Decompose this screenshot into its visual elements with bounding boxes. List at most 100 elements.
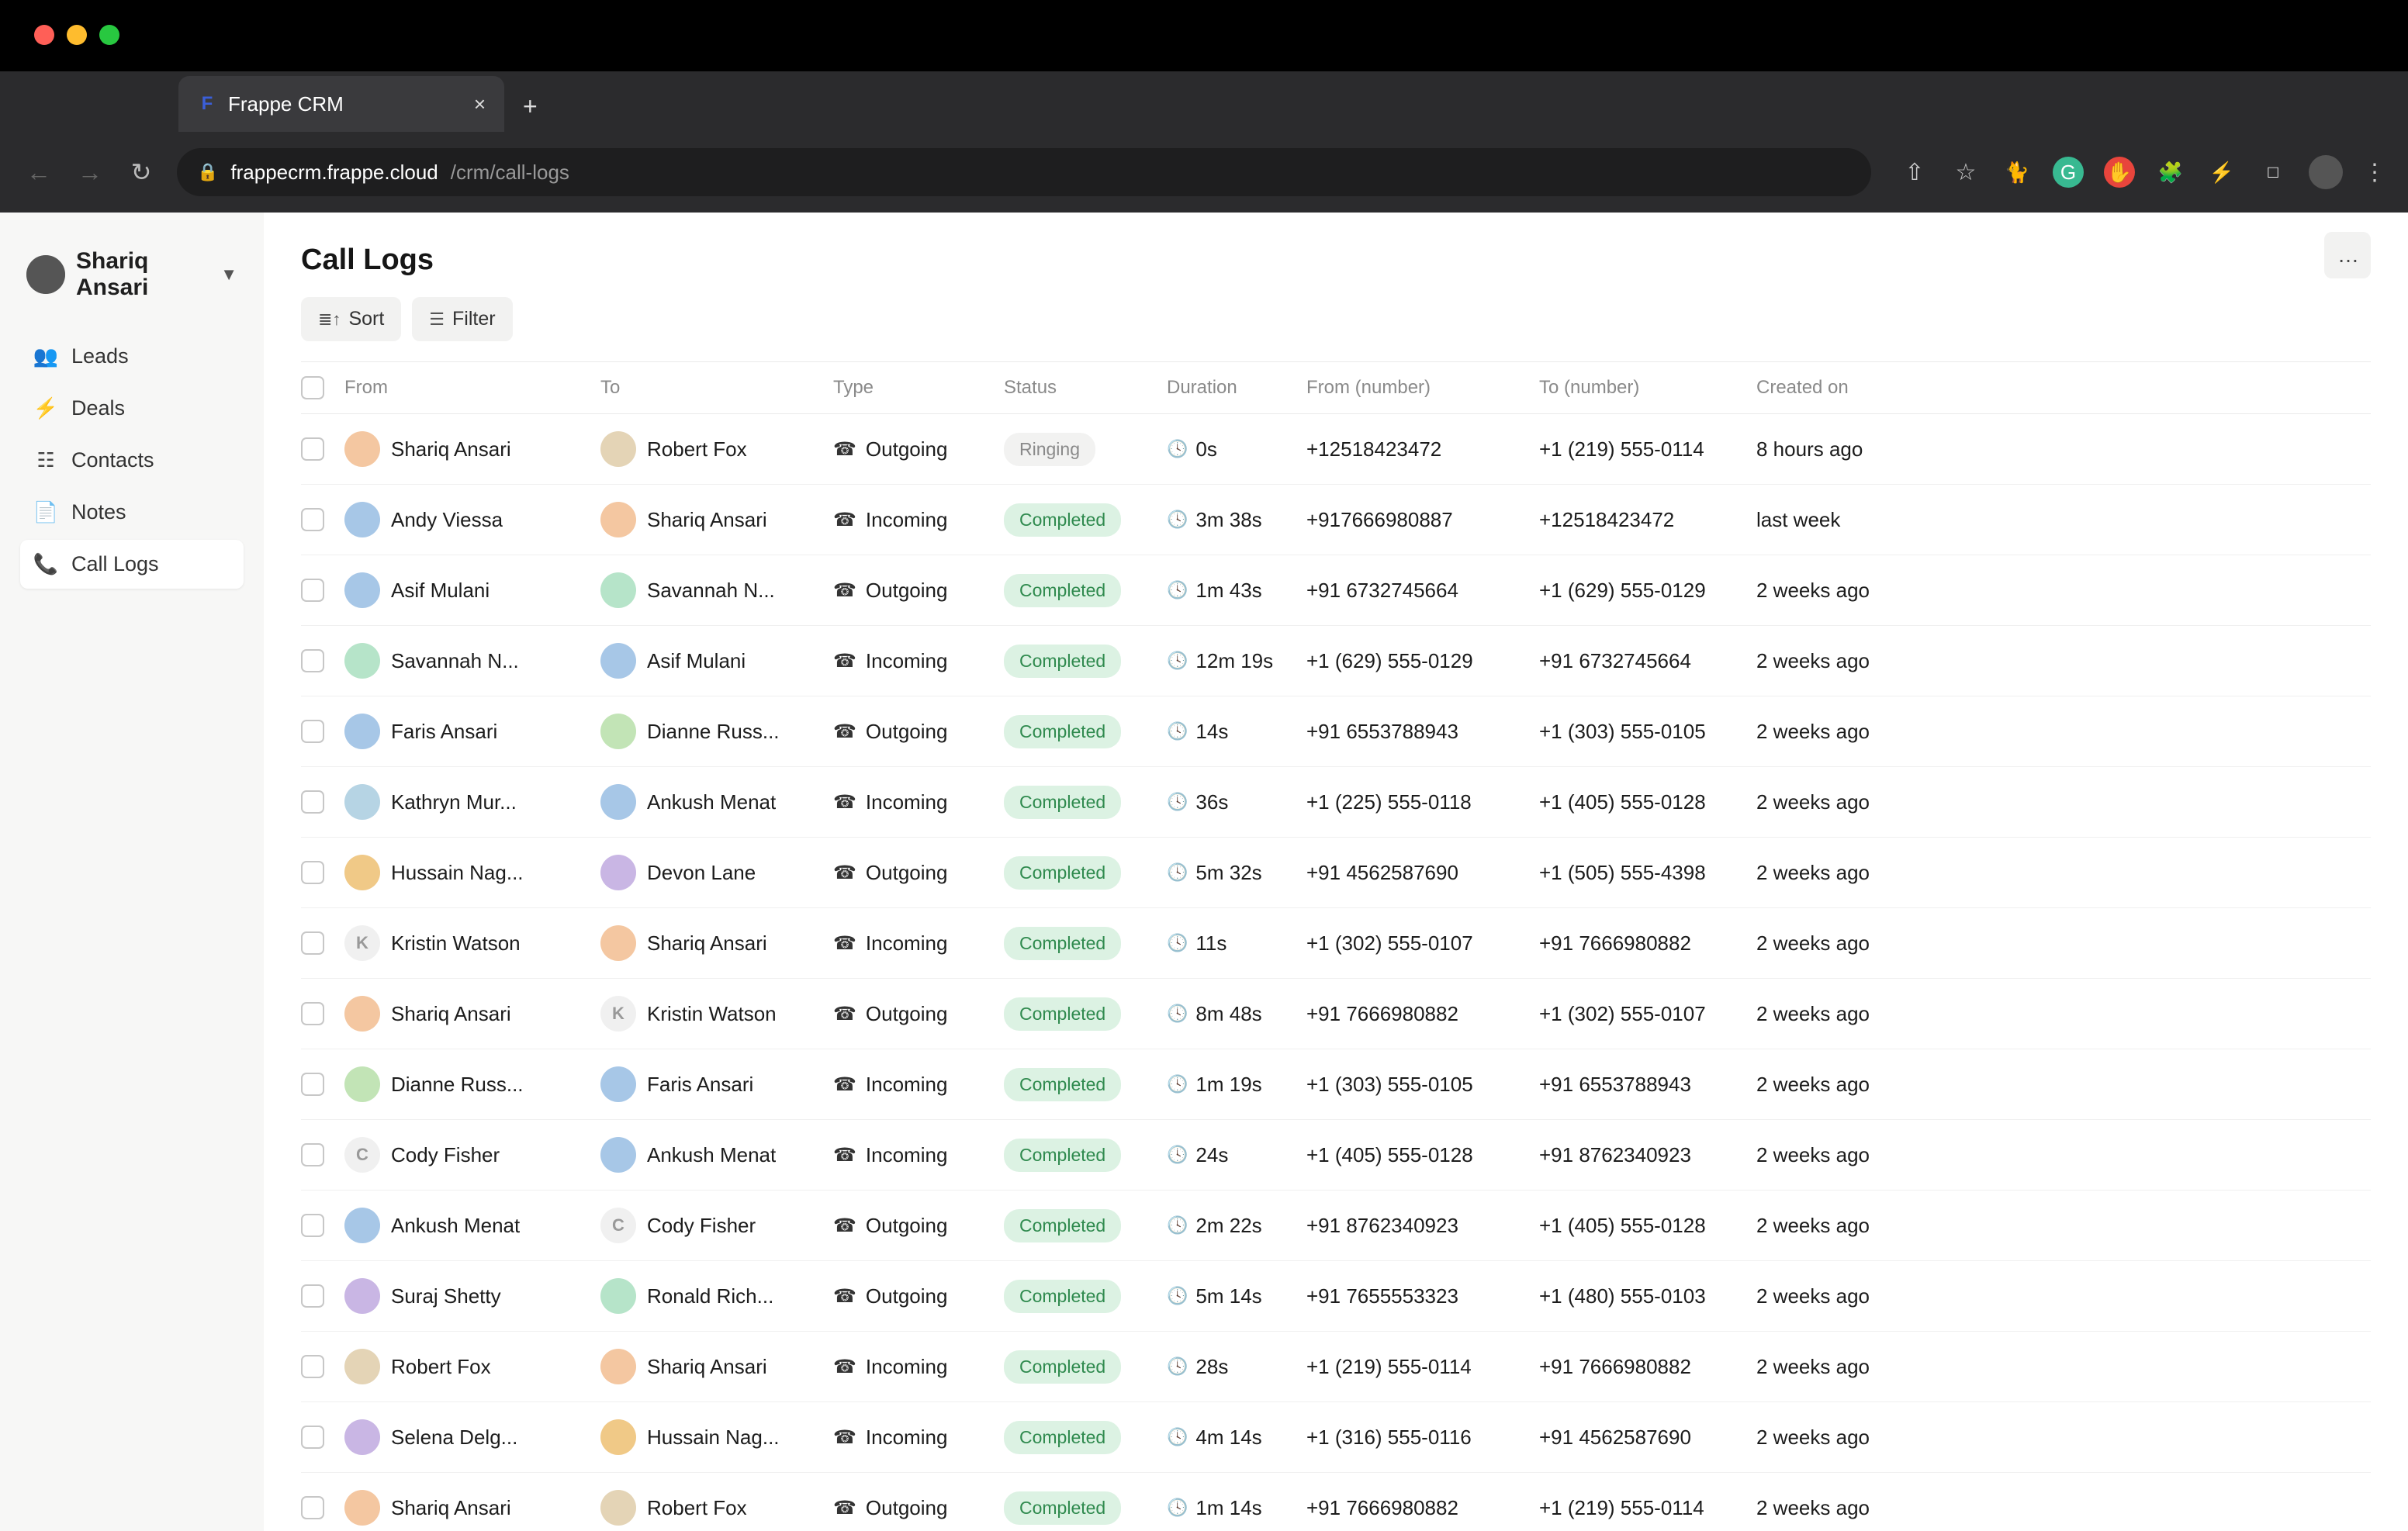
from-person-cell[interactable]: Robert Fox [344, 1349, 600, 1384]
table-row[interactable]: Asif Mulani Savannah N... ☎ Outgoing Com… [301, 555, 2371, 626]
table-row[interactable]: Shariq Ansari Robert Fox ☎ Outgoing Comp… [301, 1473, 2371, 1531]
google-extension-icon[interactable]: G [2053, 157, 2084, 188]
from-person-cell[interactable]: Dianne Russ... [344, 1066, 600, 1102]
from-person-cell[interactable]: Shariq Ansari [344, 1490, 600, 1526]
sidebar-item-notes[interactable]: 📄 Notes [20, 488, 244, 537]
extensions-puzzle-icon[interactable]: 🧩 [2155, 157, 2186, 188]
to-person-cell[interactable]: Hussain Nag... [600, 1419, 833, 1455]
browser-menu-icon[interactable]: ⋮ [2363, 159, 2385, 186]
column-header-to[interactable]: To [600, 377, 833, 399]
from-person-cell[interactable]: Savannah N... [344, 643, 600, 679]
row-checkbox[interactable] [301, 1355, 324, 1378]
row-checkbox[interactable] [301, 1143, 324, 1166]
address-bar[interactable]: 🔒 frappecrm.frappe.cloud /crm/call-logs [177, 148, 1871, 196]
to-person-cell[interactable]: Asif Mulani [600, 643, 833, 679]
table-row[interactable]: Suraj Shetty Ronald Rich... ☎ Outgoing C… [301, 1261, 2371, 1332]
active-tab[interactable]: F Frappe CRM × [178, 76, 504, 132]
to-person-cell[interactable]: K Kristin Watson [600, 996, 833, 1032]
share-icon[interactable]: ⇧ [1899, 157, 1930, 188]
filter-button[interactable]: ☰ Filter [412, 297, 512, 341]
maximize-window-button[interactable] [99, 25, 119, 45]
to-person-cell[interactable]: Faris Ansari [600, 1066, 833, 1102]
row-checkbox[interactable] [301, 1284, 324, 1308]
column-header-duration[interactable]: Duration [1167, 377, 1306, 399]
row-checkbox[interactable] [301, 437, 324, 461]
row-checkbox[interactable] [301, 1496, 324, 1519]
table-row[interactable]: Savannah N... Asif Mulani ☎ Incoming Com… [301, 626, 2371, 696]
from-person-cell[interactable]: K Kristin Watson [344, 925, 600, 961]
to-person-cell[interactable]: Dianne Russ... [600, 714, 833, 749]
column-header-status[interactable]: Status [1004, 377, 1167, 399]
from-person-cell[interactable]: C Cody Fisher [344, 1137, 600, 1173]
close-tab-icon[interactable]: × [474, 92, 486, 116]
to-person-cell[interactable]: Ankush Menat [600, 784, 833, 820]
row-checkbox[interactable] [301, 1073, 324, 1096]
adblock-extension-icon[interactable]: ✋ [2104, 157, 2135, 188]
sidebar-item-leads[interactable]: 👥 Leads [20, 332, 244, 381]
to-person-cell[interactable]: Savannah N... [600, 572, 833, 608]
browser-profile-avatar[interactable] [2309, 155, 2343, 189]
select-all-checkbox[interactable] [301, 376, 324, 399]
table-row[interactable]: Shariq Ansari K Kristin Watson ☎ Outgoin… [301, 979, 2371, 1049]
table-row[interactable]: Hussain Nag... Devon Lane ☎ Outgoing Com… [301, 838, 2371, 908]
row-checkbox[interactable] [301, 790, 324, 814]
new-tab-button[interactable]: + [523, 92, 538, 121]
to-person-cell[interactable]: Shariq Ansari [600, 502, 833, 537]
to-person-cell[interactable]: Shariq Ansari [600, 925, 833, 961]
from-person-cell[interactable]: Kathryn Mur... [344, 784, 600, 820]
row-checkbox[interactable] [301, 1002, 324, 1025]
from-person-cell[interactable]: Shariq Ansari [344, 996, 600, 1032]
row-checkbox[interactable] [301, 861, 324, 884]
to-person-cell[interactable]: Shariq Ansari [600, 1349, 833, 1384]
row-checkbox[interactable] [301, 508, 324, 531]
table-row[interactable]: K Kristin Watson Shariq Ansari ☎ Incomin… [301, 908, 2371, 979]
table-row[interactable]: Shariq Ansari Robert Fox ☎ Outgoing Ring… [301, 414, 2371, 485]
to-person-cell[interactable]: Devon Lane [600, 855, 833, 890]
to-person-cell[interactable]: Robert Fox [600, 431, 833, 467]
to-person-cell[interactable]: Ankush Menat [600, 1137, 833, 1173]
from-person-cell[interactable]: Asif Mulani [344, 572, 600, 608]
to-person-cell[interactable]: C Cody Fisher [600, 1208, 833, 1243]
column-header-from[interactable]: From [344, 377, 600, 399]
table-row[interactable]: Selena Delg... Hussain Nag... ☎ Incoming… [301, 1402, 2371, 1473]
row-checkbox[interactable] [301, 931, 324, 955]
from-person-cell[interactable]: Faris Ansari [344, 714, 600, 749]
to-person-cell[interactable]: Robert Fox [600, 1490, 833, 1526]
from-person-cell[interactable]: Hussain Nag... [344, 855, 600, 890]
from-person-cell[interactable]: Ankush Menat [344, 1208, 600, 1243]
from-person-cell[interactable]: Andy Viessa [344, 502, 600, 537]
row-checkbox[interactable] [301, 1214, 324, 1237]
table-row[interactable]: Ankush Menat C Cody Fisher ☎ Outgoing Co… [301, 1191, 2371, 1261]
from-person-cell[interactable]: Selena Delg... [344, 1419, 600, 1455]
table-row[interactable]: Kathryn Mur... Ankush Menat ☎ Incoming C… [301, 767, 2371, 838]
boost-extension-icon[interactable]: ⚡ [2206, 157, 2237, 188]
box-extension-icon[interactable]: □ [2258, 157, 2289, 188]
column-header-type[interactable]: Type [833, 377, 1004, 399]
column-header-created-on[interactable]: Created on [1756, 377, 1943, 399]
sidebar-item-contacts[interactable]: ☷ Contacts [20, 436, 244, 485]
row-checkbox[interactable] [301, 579, 324, 602]
table-row[interactable]: Dianne Russ... Faris Ansari ☎ Incoming C… [301, 1049, 2371, 1120]
table-row[interactable]: Robert Fox Shariq Ansari ☎ Incoming Comp… [301, 1332, 2371, 1402]
table-row[interactable]: C Cody Fisher Ankush Menat ☎ Incoming Co… [301, 1120, 2371, 1191]
back-icon[interactable]: ← [23, 157, 54, 188]
reload-icon[interactable]: ↻ [126, 157, 157, 188]
sort-button[interactable]: ≣↑ Sort [301, 297, 401, 341]
row-checkbox[interactable] [301, 1426, 324, 1449]
row-checkbox[interactable] [301, 720, 324, 743]
more-options-button[interactable]: … [2324, 232, 2371, 278]
bookmark-star-icon[interactable]: ☆ [1950, 157, 1981, 188]
user-profile-dropdown[interactable]: Shariq Ansari ▼ [20, 240, 244, 309]
minimize-window-button[interactable] [67, 25, 87, 45]
from-person-cell[interactable]: Suraj Shetty [344, 1278, 600, 1314]
sidebar-item-call-logs[interactable]: 📞 Call Logs [20, 540, 244, 589]
sidebar-item-deals[interactable]: ⚡ Deals [20, 384, 244, 433]
forward-icon[interactable]: → [74, 157, 106, 188]
close-window-button[interactable] [34, 25, 54, 45]
to-person-cell[interactable]: Ronald Rich... [600, 1278, 833, 1314]
from-person-cell[interactable]: Shariq Ansari [344, 431, 600, 467]
github-extension-icon[interactable]: 🐈 [2001, 157, 2033, 188]
table-row[interactable]: Faris Ansari Dianne Russ... ☎ Outgoing C… [301, 696, 2371, 767]
column-header-to-number[interactable]: To (number) [1539, 377, 1756, 399]
table-row[interactable]: Andy Viessa Shariq Ansari ☎ Incoming Com… [301, 485, 2371, 555]
